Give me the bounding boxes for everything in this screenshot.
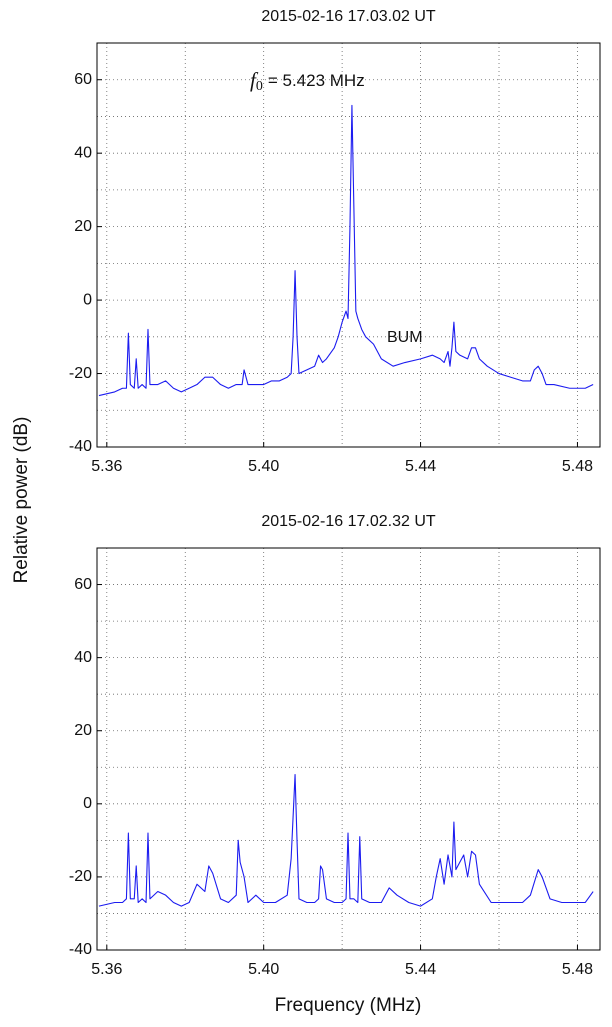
y-tick-label: -20: [69, 365, 92, 382]
y-tick-label: 0: [83, 291, 92, 308]
y-tick-label: 60: [74, 576, 92, 593]
x-tick-label: 5.48: [562, 458, 593, 475]
y-tick-label: 0: [83, 795, 92, 812]
annotation-symbol: f: [250, 68, 259, 92]
y-tick-label: -40: [69, 438, 92, 455]
x-tick-label: 5.44: [405, 458, 436, 475]
chart-title: 2015-02-16 17.02.32 UT: [261, 513, 436, 530]
spectrum-line: [98, 104, 594, 397]
x-tick-label: 5.36: [91, 458, 122, 475]
y-tick-label: 40: [74, 649, 92, 666]
y-tick-label: -40: [69, 941, 92, 958]
x-tick-label: 5.44: [405, 961, 436, 978]
y-axis-label: Relative power (dB): [11, 417, 32, 584]
x-tick-label: 5.40: [248, 961, 279, 978]
annotation: f0 = 5.423 MHz: [250, 68, 365, 94]
annotation-subscript: 0: [256, 79, 263, 94]
y-tick-label: 20: [74, 218, 92, 235]
annotation-text: = 5.423 MHz: [268, 71, 365, 90]
spectrum-line: [98, 774, 594, 907]
chart-title: 2015-02-16 17.03.02 UT: [261, 8, 436, 25]
annotation: BUM: [387, 329, 423, 346]
y-tick-label: -20: [69, 868, 92, 885]
x-axis-label: Frequency (MHz): [275, 995, 422, 1016]
y-tick-label: 40: [74, 144, 92, 161]
x-tick-label: 5.40: [248, 458, 279, 475]
plot-frame: [96, 547, 601, 951]
y-tick-label: 20: [74, 722, 92, 739]
x-tick-label: 5.36: [91, 961, 122, 978]
y-tick-label: 60: [74, 71, 92, 88]
x-tick-label: 5.48: [562, 961, 593, 978]
plot-frame: [96, 42, 601, 448]
